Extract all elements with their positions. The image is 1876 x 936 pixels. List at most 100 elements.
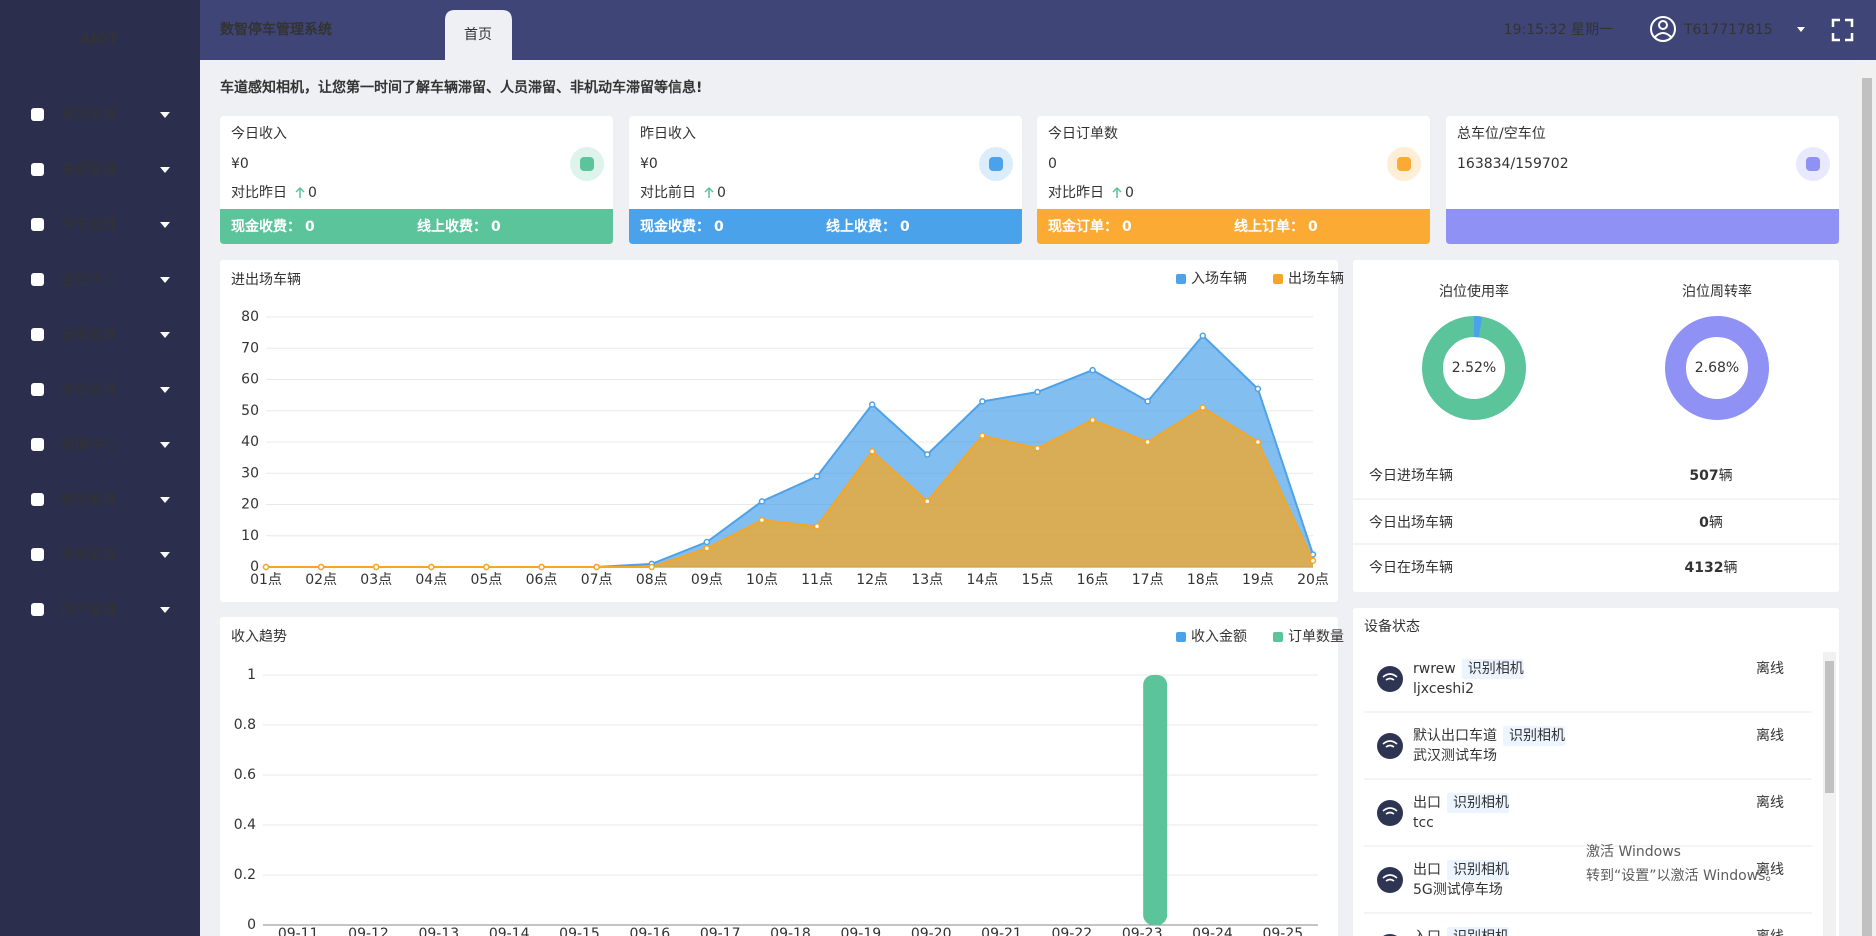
stat-label: 今日在场车辆	[1369, 559, 1453, 576]
stat-number: 4132	[1685, 560, 1724, 576]
donut-label: 2.52%	[1452, 360, 1496, 376]
menu-caret	[160, 332, 170, 338]
y-tick-label: 0	[250, 559, 259, 575]
card-title: 昨日收入	[640, 126, 696, 142]
footer-value: 0	[1122, 219, 1132, 235]
legend-label: 出场车辆	[1288, 270, 1344, 287]
menu-item[interactable]: 监控中心	[61, 272, 117, 288]
y-tick-label: 80	[241, 309, 259, 325]
tab-bg[interactable]	[445, 10, 512, 60]
point	[372, 563, 380, 571]
menu-caret	[160, 167, 170, 173]
card-footer	[1037, 209, 1430, 244]
point	[703, 538, 711, 546]
x-tick-label: 19点	[1242, 572, 1274, 588]
panel	[1353, 260, 1839, 592]
notice: 车道感知相机，让您第一时间了解车辆滞留、人员滞留、非机动车滞留等信息!	[220, 79, 702, 96]
point	[1034, 445, 1041, 452]
user-name[interactable]: T617717815	[1683, 22, 1773, 38]
x-tick-label: 09点	[691, 572, 723, 588]
wifi-glyph	[1382, 874, 1398, 882]
line	[266, 406, 1314, 568]
point	[428, 563, 435, 571]
scrollbar-thumb[interactable]	[1862, 78, 1872, 936]
device-tag-bg	[1447, 860, 1509, 880]
menu-caret	[160, 607, 170, 613]
device-tag: 识别相机	[1468, 661, 1524, 677]
device-tag: 识别相机	[1453, 862, 1509, 878]
menu-item[interactable]: 泊位管理	[61, 382, 117, 398]
footer-label: 现金收费：	[231, 218, 301, 235]
x-tick-label: 17点	[1132, 572, 1164, 588]
y-tick-label: 40	[241, 434, 259, 450]
point	[1199, 404, 1207, 411]
device-tag-bg	[1503, 726, 1565, 746]
menu-caret	[160, 387, 170, 393]
x-tick-label: 12点	[856, 572, 888, 588]
panel-title: 设备状态	[1364, 618, 1420, 635]
x-tick-label: 16点	[1077, 572, 1109, 588]
footer-label: 现金订单：	[1048, 218, 1118, 235]
stat-number: 507	[1689, 468, 1718, 484]
x-tick-label: 14点	[966, 572, 998, 588]
menu-item[interactable]: 系统管理	[61, 547, 117, 563]
fullscreen-icon[interactable]	[1831, 18, 1854, 42]
y-tick-label: 30	[241, 465, 259, 481]
card-footer	[1446, 209, 1839, 244]
legend-swatch	[1273, 274, 1283, 284]
y-tick-label: 0.6	[234, 767, 256, 783]
card-icon-glyph	[580, 157, 594, 171]
point	[1254, 385, 1262, 393]
legend-swatch	[1273, 632, 1283, 642]
menu-item[interactable]: 数据中心	[61, 437, 117, 453]
stat-unit: 辆	[1719, 468, 1733, 484]
x-tick-label: 09-11	[278, 926, 319, 936]
y-tick-label: 20	[241, 497, 259, 513]
y-tick-label: 50	[241, 403, 259, 419]
menu-caret	[160, 112, 170, 118]
point	[648, 563, 655, 571]
menu-item[interactable]: 财务管理	[61, 492, 117, 508]
area	[266, 407, 1313, 567]
x-tick-label: 01点	[250, 572, 282, 588]
card-compare-label: 对比昨日	[1048, 185, 1104, 201]
card-compare-label: 对比前日	[640, 184, 696, 201]
chart-title: 进出场车辆	[231, 271, 301, 288]
menu-icon	[31, 328, 44, 341]
menu-item[interactable]: 停车管理	[61, 216, 117, 233]
x-tick-label: 04点	[415, 572, 447, 588]
point	[703, 545, 711, 552]
card-compare-value: 0	[1125, 185, 1134, 201]
x-tick-label: 09-15	[559, 926, 600, 936]
card-footer-text: 现金收费： 0	[640, 218, 724, 235]
menu-caret	[160, 442, 170, 448]
x-tick-label: 09-19	[840, 926, 881, 936]
x-tick-label: 09-22	[1051, 926, 1092, 936]
device-tag-bg	[1461, 659, 1524, 679]
menu-item[interactable]: 设备管理	[61, 326, 117, 343]
device-status: 离线	[1756, 660, 1784, 677]
point	[868, 448, 876, 455]
x-tick-label: 02点	[305, 572, 337, 588]
point	[262, 563, 270, 571]
device-name: 默认出口车道	[1413, 727, 1497, 744]
point	[1144, 438, 1151, 446]
point	[979, 432, 986, 439]
point	[758, 498, 766, 505]
menu-item[interactable]: 车场管理	[61, 106, 117, 123]
x-tick-label: 09-23	[1122, 926, 1163, 936]
footer-value: 0	[305, 219, 315, 235]
device-tag: 识别相机	[1453, 795, 1509, 811]
x-tick-label: 09-21	[981, 926, 1022, 936]
menu-item[interactable]: 商户管理	[61, 601, 117, 618]
device-location: 5G测试停车场	[1413, 881, 1503, 898]
x-tick-label: 03点	[360, 572, 392, 588]
menu-item[interactable]: 车辆管理	[61, 161, 117, 178]
user-icon[interactable]	[1650, 16, 1676, 42]
wifi-glyph	[1382, 673, 1398, 681]
menu-caret	[160, 552, 170, 558]
stat-value: 4132辆	[1685, 560, 1738, 576]
tab-label[interactable]: 首页	[464, 27, 492, 43]
x-tick-label: 11点	[801, 572, 833, 588]
list-scrollbar-thumb[interactable]	[1825, 661, 1834, 793]
